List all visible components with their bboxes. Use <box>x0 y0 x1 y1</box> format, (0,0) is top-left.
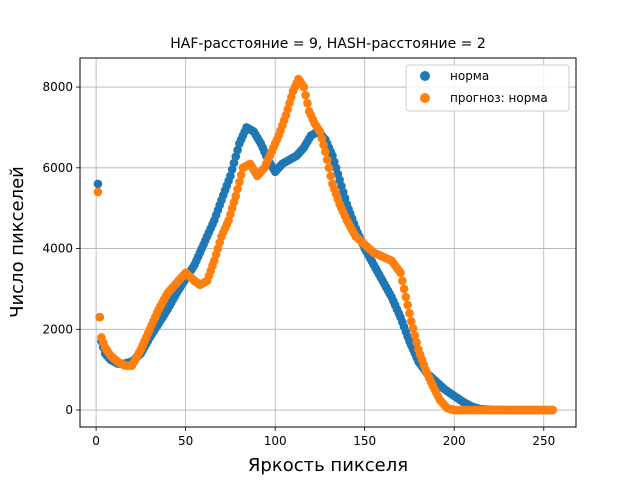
y-axis-ticks: 0 2000 4000 6000 8000 <box>42 80 80 417</box>
x-axis-ticks: 0 50 100 150 200 250 <box>92 427 555 448</box>
data-point <box>322 155 332 165</box>
data-point <box>398 276 407 286</box>
legend-marker-norma <box>420 71 430 81</box>
data-point <box>231 191 241 201</box>
legend-label-norma: норма <box>450 69 489 83</box>
x-tick-label: 250 <box>532 434 555 448</box>
data-point <box>317 133 327 143</box>
data-point <box>319 140 328 150</box>
data-point <box>227 165 237 174</box>
y-tick-label: 4000 <box>42 242 73 256</box>
x-axis-label: Яркость пикселя <box>248 455 408 476</box>
chart-title: HAF-расстояние = 9, HASH-расстояние = 2 <box>170 36 486 52</box>
data-point <box>303 98 312 108</box>
data-point <box>548 405 558 415</box>
legend-box <box>405 64 570 112</box>
data-point <box>406 316 416 326</box>
data-point <box>233 145 242 155</box>
y-tick-label: 6000 <box>42 161 73 175</box>
y-tick-label: 2000 <box>42 322 73 336</box>
data-point <box>95 312 104 322</box>
legend-marker-prognoz <box>420 93 430 103</box>
data-point <box>401 292 411 302</box>
data-point <box>405 308 414 318</box>
data-point <box>236 170 246 180</box>
data-point <box>235 177 244 187</box>
data-point <box>226 171 235 181</box>
data-point <box>93 179 103 189</box>
data-point <box>301 90 310 100</box>
series-prognoz-norma <box>93 74 558 415</box>
data-point <box>412 338 421 347</box>
data-point <box>403 300 412 310</box>
data-point <box>93 187 103 197</box>
data-point <box>233 184 242 194</box>
data-point <box>324 163 334 173</box>
legend: норма прогноз: норма <box>405 64 570 112</box>
data-point <box>315 127 325 136</box>
x-tick-label: 50 <box>178 434 193 448</box>
data-point <box>326 171 335 181</box>
x-tick-label: 150 <box>353 434 376 448</box>
legend-label-prognoz: прогноз: норма <box>450 91 548 105</box>
data-point <box>231 152 241 161</box>
data-point <box>229 158 239 168</box>
data-points <box>93 74 558 415</box>
x-tick-label: 0 <box>92 434 100 448</box>
data-point <box>410 331 420 340</box>
y-tick-label: 0 <box>65 403 73 417</box>
x-tick-label: 100 <box>264 434 287 448</box>
plot-frame <box>79 57 577 428</box>
data-point <box>299 82 309 92</box>
y-tick-label: 8000 <box>42 80 73 94</box>
data-point <box>399 284 409 294</box>
data-point <box>321 147 330 156</box>
data-point <box>408 323 418 333</box>
x-tick-label: 200 <box>443 434 466 448</box>
data-point <box>396 268 405 278</box>
y-axis-label: Число пикселей <box>7 166 28 318</box>
